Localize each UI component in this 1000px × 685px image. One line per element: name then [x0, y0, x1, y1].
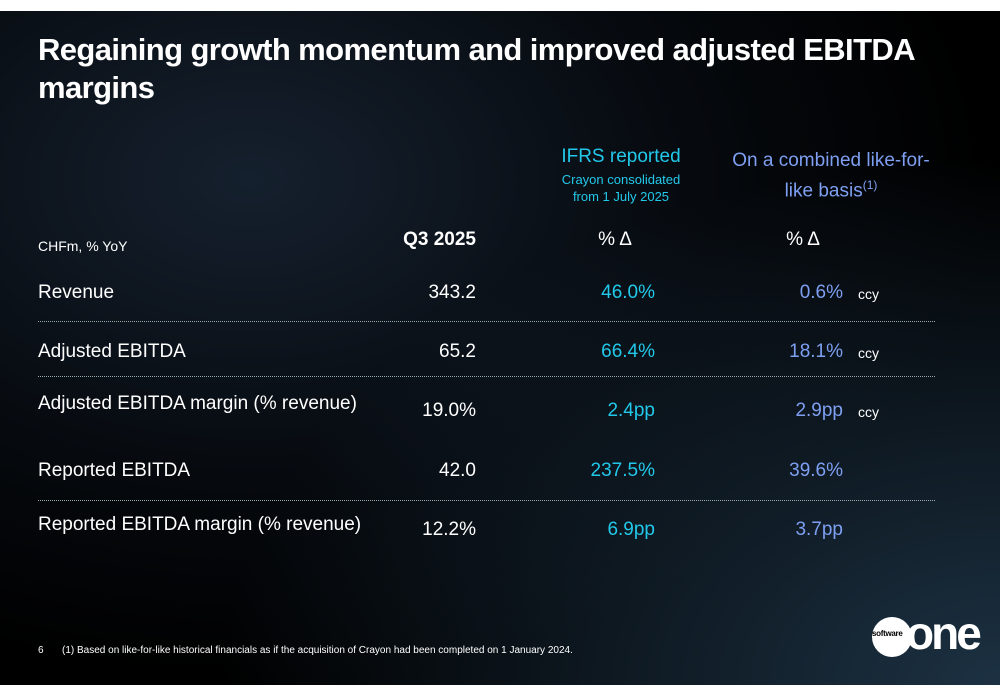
ifrs-value: 237.5%	[590, 460, 655, 481]
logo-big-text: one	[906, 607, 982, 659]
logo-small-text: software	[872, 629, 903, 638]
ifrs-value: 66.4%	[601, 341, 655, 362]
row-label: Adjusted EBITDA margin (% revenue)	[38, 393, 357, 414]
combined-value: 18.1%	[789, 341, 843, 362]
row-label: Reported EBITDA margin (% revenue)	[38, 514, 362, 535]
slide-title: Regaining growth momentum and improved a…	[38, 32, 914, 105]
row-label: Revenue	[38, 282, 115, 303]
combined-header: On a combined like-for-like basis(1)	[721, 148, 941, 203]
q3-value: 343.2	[428, 282, 476, 303]
q3-value: 42.0	[439, 460, 476, 481]
ccy-note: ccy	[858, 404, 879, 420]
footnote-ref: (1)	[862, 178, 878, 192]
ccy-note: ccy	[858, 345, 879, 361]
divider	[38, 500, 935, 501]
q3-value: 65.2	[439, 341, 476, 362]
footnote: (1) Based on like-for-like historical fi…	[62, 645, 573, 656]
q3-value: 19.0%	[422, 400, 476, 421]
col-combined-delta: % Δ	[786, 229, 820, 250]
unit-label: CHFm, % YoY	[38, 238, 128, 254]
divider	[38, 321, 935, 322]
col-q3-2025: Q3 2025	[403, 229, 476, 250]
slide: Regaining growth momentum and improved a…	[0, 11, 1000, 685]
combined-value: 39.6%	[789, 460, 843, 481]
combined-header-text: On a combined like-for-like basis	[732, 150, 930, 202]
ifrs-subtitle-2: from 1 July 2025	[572, 189, 670, 204]
ifrs-value: 46.0%	[601, 282, 655, 303]
page-number: 6	[38, 645, 44, 656]
ifrs-header: IFRS reported	[561, 146, 681, 167]
ifrs-value: 6.9pp	[607, 519, 655, 540]
combined-value: 3.7pp	[795, 519, 843, 540]
row-label: Reported EBITDA	[38, 460, 191, 481]
col-ifrs-delta: % Δ	[598, 229, 632, 250]
softwareone-logo: software one	[870, 607, 982, 659]
q3-value: 12.2%	[422, 519, 476, 540]
row-label: Adjusted EBITDA	[38, 341, 186, 362]
combined-value: 2.9pp	[795, 400, 843, 421]
ccy-note: ccy	[858, 286, 879, 302]
combined-value: 0.6%	[799, 282, 843, 303]
ifrs-value: 2.4pp	[607, 400, 655, 421]
divider	[38, 376, 935, 377]
ifrs-subtitle-1: Crayon consolidated	[561, 172, 681, 187]
